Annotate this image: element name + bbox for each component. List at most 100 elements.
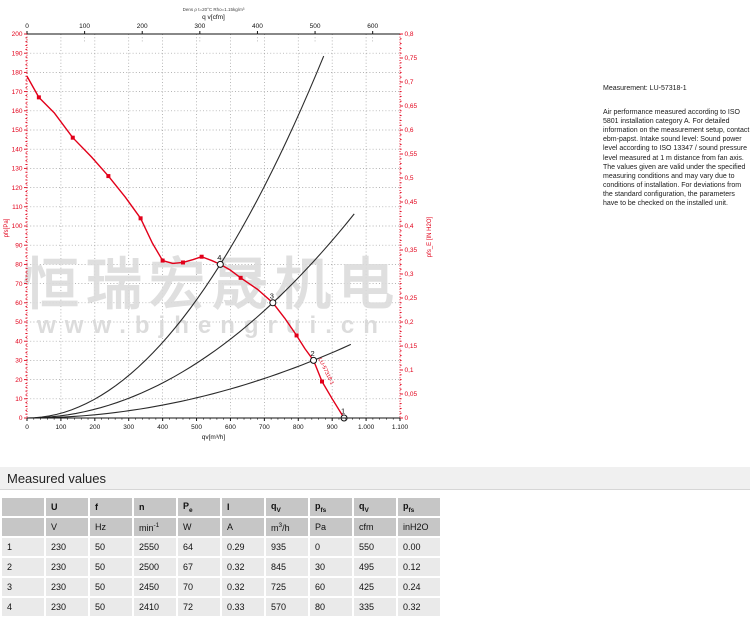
x-tick-label: 700 xyxy=(259,424,270,431)
table-cell: 0 xyxy=(310,538,352,556)
measurement-id: Measurement: LU-57318-1 xyxy=(603,85,687,92)
y-right-tick-label: 0,3 xyxy=(405,271,414,278)
unit-header: Pa xyxy=(310,518,352,536)
unit-header: Hz xyxy=(90,518,132,536)
column-header: pfs xyxy=(310,498,352,516)
x-tick-label: 900 xyxy=(327,424,338,431)
y-right-tick-label: 0,65 xyxy=(405,103,418,110)
y-left-tick-label: 120 xyxy=(12,185,23,192)
fan-curve-marker xyxy=(199,254,204,259)
table-cell: 3 xyxy=(2,578,44,596)
y-right-tick-label: 0,1 xyxy=(405,367,414,374)
unit-header: cfm xyxy=(354,518,396,536)
operating-point-number: 2 xyxy=(310,349,314,358)
table-cell: 0.33 xyxy=(222,598,264,616)
table-cell: 60 xyxy=(310,578,352,596)
table-cell: 0.29 xyxy=(222,538,264,556)
unit-header: inH2O xyxy=(398,518,440,536)
column-header: n xyxy=(134,498,176,516)
y-right-tick-label: 0,15 xyxy=(405,343,418,350)
y-left-tick-label: 190 xyxy=(12,50,23,57)
y-left-tick-label: 30 xyxy=(15,358,23,365)
fan-curve-marker xyxy=(70,135,75,140)
operating-point xyxy=(310,356,318,364)
x-top-axis-label: q v[cfm] xyxy=(202,14,225,21)
table-cell: 935 xyxy=(266,538,308,556)
x-tick-label: 800 xyxy=(293,424,304,431)
system-curve xyxy=(26,213,355,419)
table-cell: 335 xyxy=(354,598,396,616)
y-left-tick-label: 100 xyxy=(12,223,23,230)
table-cell: 1 xyxy=(2,538,44,556)
y-right-tick-label: 0,4 xyxy=(405,223,414,230)
measured-values-title: Measured values xyxy=(7,470,106,486)
x-top-tick-label: 400 xyxy=(252,23,263,30)
x-tick-label: 1.000 xyxy=(358,424,375,431)
x-tick-label: 1.100 xyxy=(392,424,409,431)
table-cell: 0.24 xyxy=(398,578,440,596)
table-row: 4 230 50 2410 72 0.33 570 80 335 0.32 xyxy=(2,598,440,616)
y-right-tick-label: 0,25 xyxy=(405,295,418,302)
unit-header: V xyxy=(46,518,88,536)
operating-point xyxy=(216,260,224,268)
y-right-tick-label: 0,6 xyxy=(405,127,414,134)
x-tick-label: 400 xyxy=(157,424,168,431)
table-cell: 230 xyxy=(46,598,88,616)
unit-header: min-1 xyxy=(134,518,176,536)
watermark-url: www.bjhengrui.cn xyxy=(36,312,387,339)
table-cell: 50 xyxy=(90,558,132,576)
table-cell: 0.32 xyxy=(222,558,264,576)
y-right-tick-label: 0,55 xyxy=(405,151,418,158)
x-top-tick-label: 600 xyxy=(367,23,378,30)
column-header xyxy=(2,498,44,516)
y-left-tick-label: 130 xyxy=(12,166,23,173)
table-cell: 0.12 xyxy=(398,558,440,576)
y-right-tick-label: 0,75 xyxy=(405,55,418,62)
table-row: 2 230 50 2500 67 0.32 845 30 495 0.12 xyxy=(2,558,440,576)
y-left-axis-label: pfs[Pa] xyxy=(4,218,10,237)
table-cell: 80 xyxy=(310,598,352,616)
y-right-tick-label: 0 xyxy=(405,415,409,422)
y-left-tick-label: 60 xyxy=(15,300,23,307)
operating-point-number: 1 xyxy=(341,407,345,416)
table-cell: 2450 xyxy=(134,578,176,596)
y-left-tick-label: 0 xyxy=(19,415,23,422)
table-cell: 230 xyxy=(46,558,88,576)
y-right-tick-label: 0,2 xyxy=(405,319,414,326)
column-header: qV xyxy=(266,498,308,516)
y-right-tick-label: 0,35 xyxy=(405,247,418,254)
column-header: Pe xyxy=(178,498,220,516)
table-cell: 0.32 xyxy=(222,578,264,596)
y-left-tick-label: 10 xyxy=(15,396,23,403)
table-row: 1 230 50 2550 64 0.29 935 0 550 0.00 xyxy=(2,538,440,556)
table-cell: 0.00 xyxy=(398,538,440,556)
y-left-tick-label: 170 xyxy=(12,89,23,96)
x-top-tick-label: 0 xyxy=(25,23,29,30)
table-cell: 30 xyxy=(310,558,352,576)
x-tick-label: 500 xyxy=(191,424,202,431)
operating-point-number: 3 xyxy=(270,291,274,300)
table-cell: 230 xyxy=(46,578,88,596)
y-left-tick-label: 110 xyxy=(12,204,23,211)
table-cell: 67 xyxy=(178,558,220,576)
table-cell: 495 xyxy=(354,558,396,576)
table-cell: 570 xyxy=(266,598,308,616)
table-cell: 70 xyxy=(178,578,220,596)
table-cell: 2 xyxy=(2,558,44,576)
table-cell: 2410 xyxy=(134,598,176,616)
column-header: f xyxy=(90,498,132,516)
table-cell: 2500 xyxy=(134,558,176,576)
x-tick-label: 600 xyxy=(225,424,236,431)
column-header: I xyxy=(222,498,264,516)
table-cell: 50 xyxy=(90,578,132,596)
column-header: qV xyxy=(354,498,396,516)
y-left-tick-label: 180 xyxy=(12,70,23,77)
unit-header: A xyxy=(222,518,264,536)
y-right-tick-label: 0,8 xyxy=(405,31,414,38)
x-top-tick-label: 100 xyxy=(79,23,90,30)
table-cell: 550 xyxy=(354,538,396,556)
fan-curve-marker xyxy=(294,333,299,338)
column-header: U xyxy=(46,498,88,516)
